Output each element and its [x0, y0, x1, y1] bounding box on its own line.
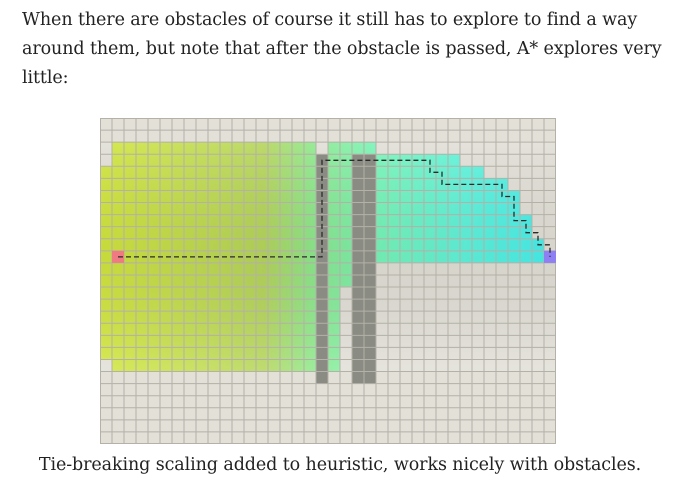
explored-cell-run	[328, 335, 340, 348]
explored-cell-run	[328, 299, 340, 312]
explored-cell-run	[328, 347, 340, 360]
figure-caption: Tie-breaking scaling added to heuristic,…	[38, 455, 642, 475]
explored-cell-run	[112, 359, 316, 372]
explored-cell-run	[112, 142, 316, 155]
pathfinding-grid-figure	[100, 118, 556, 444]
wall	[316, 154, 328, 384]
explored-cell-run	[328, 166, 484, 179]
path-line	[118, 159, 551, 258]
explored-cell-run	[328, 287, 340, 300]
grid-lines	[100, 118, 556, 444]
explored-cell-run	[328, 359, 340, 372]
explored-cell-run	[328, 311, 340, 324]
intro-paragraph: When there are obstacles of course it st…	[22, 10, 662, 88]
explored-cell-run	[112, 154, 316, 167]
pathfinding-grid	[100, 118, 556, 444]
explored-cell-run	[328, 323, 340, 336]
